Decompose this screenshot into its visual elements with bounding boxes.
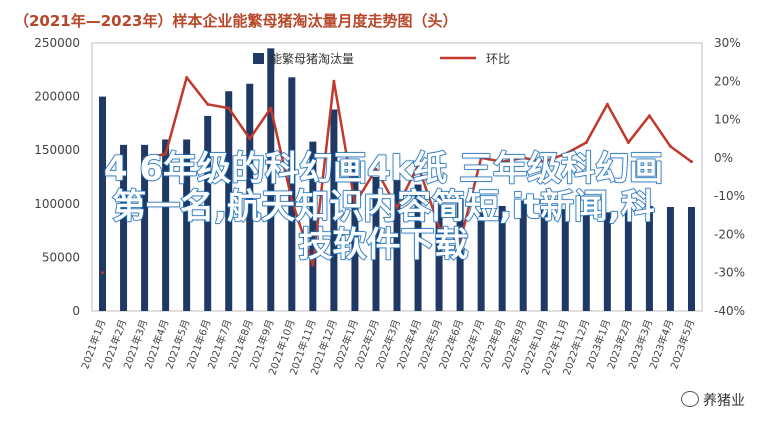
y-right-tick-label: 0% — [714, 151, 733, 165]
legend-label-line: 环比 — [486, 52, 510, 66]
line-point — [353, 202, 357, 206]
line-point — [542, 160, 546, 164]
bar — [435, 190, 443, 311]
y-right-tick-label: -30% — [714, 266, 745, 280]
bar — [120, 144, 128, 311]
bar — [540, 205, 548, 311]
bar — [603, 212, 611, 311]
line-point — [164, 152, 168, 156]
bar — [393, 180, 401, 311]
bar — [372, 177, 380, 311]
bar — [141, 144, 149, 311]
bar — [414, 184, 422, 311]
bar — [204, 115, 212, 312]
bar — [330, 109, 338, 312]
line-point — [311, 263, 315, 267]
bar — [582, 211, 590, 311]
y-right-tick-label: 30% — [714, 36, 741, 50]
watermark: 养猪业 — [681, 390, 745, 410]
line-point — [395, 206, 399, 210]
line-point — [479, 156, 483, 160]
line-point — [458, 240, 462, 244]
bar — [99, 96, 107, 311]
bar — [288, 77, 296, 311]
y-right-tick-label: 20% — [714, 74, 741, 88]
line-point — [269, 106, 273, 110]
y-left-tick-label: 200000 — [34, 90, 80, 104]
bar — [456, 198, 464, 311]
wechat-icon — [681, 391, 699, 407]
line-point — [101, 271, 105, 275]
line-point — [143, 156, 147, 160]
line-point — [689, 160, 693, 164]
line-point — [332, 79, 336, 83]
bar — [267, 48, 275, 312]
line-point — [374, 167, 378, 171]
bar — [246, 83, 254, 312]
line-point — [521, 156, 525, 160]
bar — [225, 91, 233, 312]
line-point — [416, 164, 420, 168]
legend-swatch-bars — [253, 53, 264, 64]
bar — [309, 141, 317, 311]
line-point — [290, 198, 294, 202]
line-point — [647, 114, 651, 118]
line-point — [248, 137, 252, 141]
y-right-tick-label: -40% — [714, 304, 745, 318]
bar — [561, 209, 569, 311]
line-point — [605, 102, 609, 106]
y-left-tick-label: 0 — [72, 304, 80, 318]
y-left-tick-label: 100000 — [34, 197, 80, 211]
y-left-tick-label: 150000 — [34, 143, 80, 157]
bar — [183, 139, 191, 311]
line-point — [227, 106, 231, 110]
line-point — [563, 152, 567, 156]
bar — [351, 160, 359, 311]
line-point — [185, 75, 189, 79]
bar — [624, 211, 632, 311]
y-right-tick-label: -20% — [714, 227, 745, 241]
bar — [645, 205, 653, 311]
y-left-tick-label: 50000 — [42, 250, 80, 264]
line-point — [668, 144, 672, 148]
bar — [519, 200, 527, 311]
bar — [498, 205, 506, 311]
legend-label-bars: 能繁母猪淘汰量 — [270, 51, 354, 66]
bar — [477, 212, 485, 311]
y-right-tick-label: -10% — [714, 189, 745, 203]
watermark-text: 养猪业 — [703, 393, 745, 409]
line-point — [500, 160, 504, 164]
y-left-tick-label: 250000 — [34, 36, 80, 50]
line-point — [584, 141, 588, 145]
bar — [666, 207, 674, 311]
bar — [162, 139, 170, 311]
line-point — [206, 102, 210, 106]
bar — [687, 207, 695, 311]
line-point — [437, 225, 441, 229]
y-right-tick-label: 10% — [714, 113, 741, 127]
chart-title: （2021年—2023年）样本企业能繁母猪淘汰量月度走势图（头） — [14, 12, 458, 30]
plot-area: 0 50000 100000 150000 200000 250000 -40% -30% -2… — [34, 36, 745, 377]
line-point — [626, 141, 630, 145]
